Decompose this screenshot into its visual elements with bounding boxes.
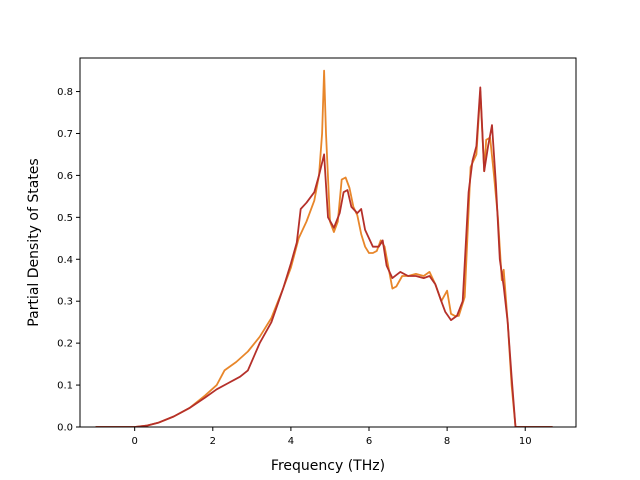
y-tick-label: 0.2 <box>57 339 73 350</box>
x-tick-label: 0 <box>131 436 137 447</box>
y-tick-label: 0.6 <box>57 171 73 182</box>
series-line-2 <box>95 86 553 427</box>
series-line-1 <box>95 69 553 427</box>
x-tick-label: 10 <box>519 436 532 447</box>
plot-frame <box>79 57 577 428</box>
x-tick-label: 6 <box>366 436 372 447</box>
y-axis-label: Partial Density of States <box>26 158 42 326</box>
y-tick-label: 0.1 <box>57 381 73 392</box>
series-group <box>95 69 553 427</box>
y-tick-label: 0.4 <box>57 255 73 266</box>
x-tick-label: 2 <box>210 436 216 447</box>
y-tick-label: 0.5 <box>57 213 73 224</box>
y-tick-label: 0.0 <box>57 423 73 434</box>
x-tick-label: 8 <box>444 436 450 447</box>
y-axis-ticks: 0.0 0.1 0.2 0.3 0.4 0.5 0.6 0.7 0.8 <box>57 87 80 434</box>
y-tick-label: 0.3 <box>57 297 73 308</box>
y-tick-label: 0.7 <box>57 129 73 140</box>
x-tick-label: 4 <box>288 436 294 447</box>
y-tick-label: 0.8 <box>57 87 73 98</box>
x-axis-label: Frequency (THz) <box>271 458 385 474</box>
x-axis-ticks: 0 2 4 6 8 10 <box>131 427 532 447</box>
